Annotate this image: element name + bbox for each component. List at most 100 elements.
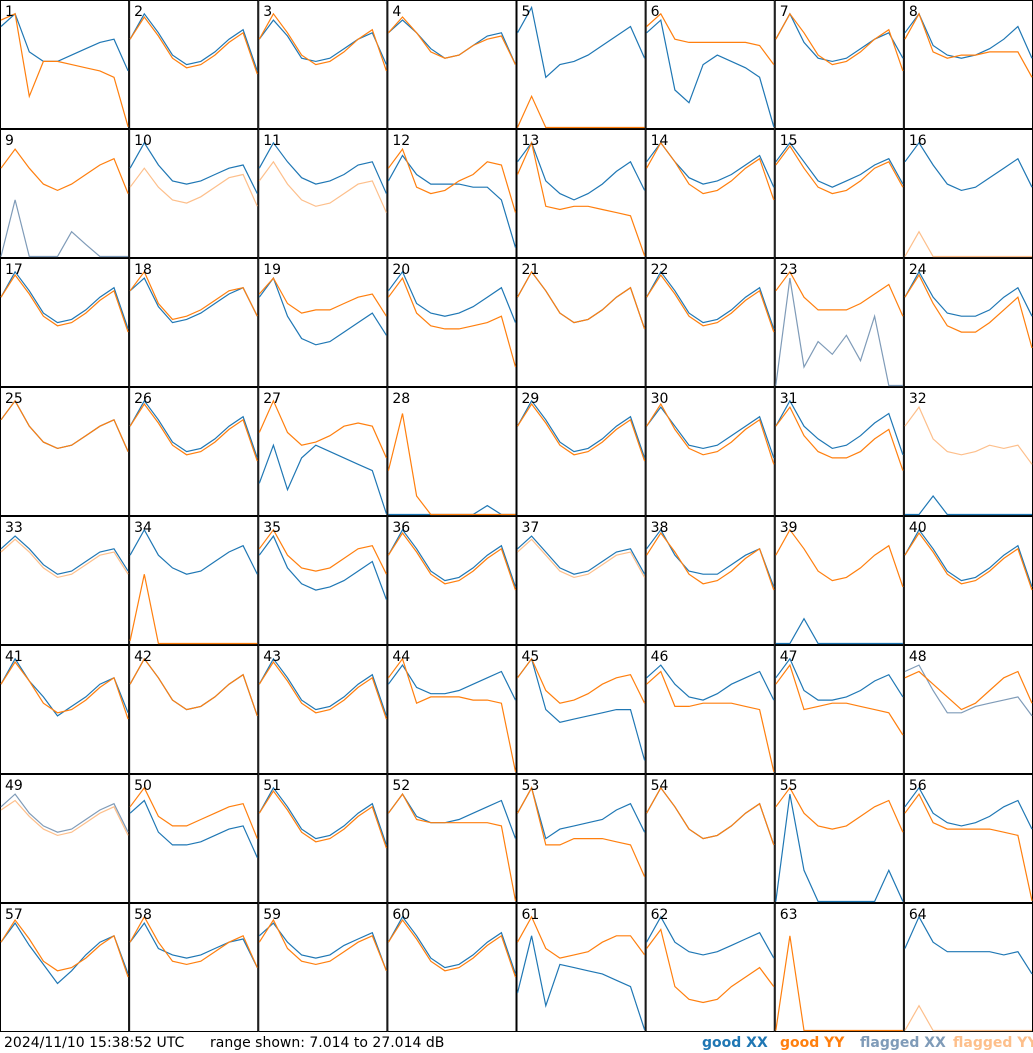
spectrum-yy xyxy=(387,792,517,901)
spectrum-yy xyxy=(904,273,1033,349)
panel-frame xyxy=(129,0,259,129)
panel-label: 2 xyxy=(134,4,143,20)
panel-frame xyxy=(645,0,775,129)
spectrum-xx xyxy=(0,793,129,833)
panel-label: 41 xyxy=(5,649,23,665)
spectrum-yy xyxy=(258,277,387,317)
spectrum-xx xyxy=(775,399,904,455)
panel-label: 26 xyxy=(134,391,152,407)
panel-label: 12 xyxy=(392,133,410,149)
spectrum-xx xyxy=(0,399,129,452)
panel-label: 48 xyxy=(909,649,927,665)
panel-label: 51 xyxy=(263,778,281,794)
spectrum-yy xyxy=(775,528,904,588)
panel-frame xyxy=(387,903,517,1032)
panel-frame xyxy=(129,903,259,1032)
spectrum-xx xyxy=(646,664,775,701)
panel-frame xyxy=(774,0,904,129)
spectrum-xx xyxy=(0,12,129,72)
panel-frame xyxy=(774,258,904,387)
spectrum-yy xyxy=(129,270,258,321)
spectrum-yy xyxy=(387,413,516,516)
spectrum-xx xyxy=(516,399,646,459)
panel-label: 61 xyxy=(522,907,540,923)
panel-frame xyxy=(0,774,130,903)
panel-label: 32 xyxy=(909,391,927,407)
panel-frame xyxy=(258,774,388,903)
panel-label: 37 xyxy=(522,520,540,536)
panel-label: 5 xyxy=(522,4,531,20)
panel-label: 58 xyxy=(134,907,152,923)
spectrum-yy xyxy=(129,915,258,968)
panel-frame xyxy=(516,903,646,1032)
spectrum-yy xyxy=(904,531,1033,591)
spectrum-xx xyxy=(904,12,1033,59)
spectrum-yy xyxy=(0,538,129,579)
spectrum-xx xyxy=(904,141,1033,192)
panel-frame xyxy=(645,774,775,903)
panel-label: 11 xyxy=(263,133,281,149)
panel-frame xyxy=(774,129,904,258)
panel-label: 45 xyxy=(522,649,540,665)
spectrum-xx xyxy=(904,495,1032,516)
spectrum-xx xyxy=(904,528,1033,588)
panel-label: 54 xyxy=(651,778,669,794)
spectrum-xx xyxy=(775,657,904,701)
spectrum-yy xyxy=(0,660,129,720)
spectrum-xx xyxy=(0,199,129,258)
spectrum-xx xyxy=(387,793,517,839)
legend-entry: flagged YY xyxy=(953,1035,1033,1051)
panel-frame xyxy=(0,645,130,774)
spectrum-xx xyxy=(258,657,387,717)
panel-label: 53 xyxy=(522,778,540,794)
panel-frame xyxy=(903,0,1033,129)
spectrum-yy xyxy=(646,928,775,1004)
spectrum-xx xyxy=(258,786,387,846)
spectrum-yy xyxy=(387,16,517,65)
spectrum-yy xyxy=(129,402,258,462)
spectrum-yy xyxy=(775,935,903,1032)
spectrum-yy xyxy=(0,399,129,452)
spectrum-xx xyxy=(646,786,775,846)
panel-frame xyxy=(129,387,259,516)
legend-entry: flagged XX xyxy=(860,1035,946,1051)
spectrum-yy xyxy=(258,660,387,720)
spectrum-yy xyxy=(129,167,258,207)
panel-frame xyxy=(258,0,388,129)
panel-label: 9 xyxy=(5,133,14,149)
spectrum-xx xyxy=(258,922,387,972)
spectrum-yy xyxy=(129,786,258,839)
panel-frame xyxy=(387,645,517,774)
spectrum-xx xyxy=(387,915,517,975)
panel-frame xyxy=(0,0,130,129)
panel-label: 40 xyxy=(909,520,927,536)
panel-frame xyxy=(516,645,646,774)
spectrum-xx xyxy=(0,657,129,717)
panel-label: 4 xyxy=(392,4,401,20)
spectrum-xx xyxy=(516,935,646,1030)
panel-frame xyxy=(0,258,130,387)
panel-label: 46 xyxy=(651,649,669,665)
panel-frame xyxy=(774,903,904,1032)
panel-label: 60 xyxy=(392,907,410,923)
panel-frame xyxy=(516,0,646,129)
spectrum-yy xyxy=(387,918,517,978)
spectrum-xx xyxy=(387,154,517,248)
panel-label: 63 xyxy=(780,907,798,923)
spectrum-yy xyxy=(646,786,775,846)
spectrum-yy xyxy=(387,657,517,772)
range-text: range shown: 7.014 to 27.014 dB xyxy=(210,1035,444,1051)
panel-frame xyxy=(387,258,517,387)
spectrum-xx xyxy=(516,786,646,840)
panel-label: 15 xyxy=(780,133,798,149)
panel-frame xyxy=(516,129,646,258)
panel-frame xyxy=(387,516,517,645)
spectrum-yy xyxy=(516,402,646,462)
panel-label: 27 xyxy=(263,391,281,407)
panel-frame xyxy=(774,387,904,516)
spectrum-xx xyxy=(775,12,904,63)
panel-label: 3 xyxy=(263,4,272,20)
panel-frame xyxy=(258,258,388,387)
panel-frame xyxy=(645,258,775,387)
panel-label: 55 xyxy=(780,778,798,794)
